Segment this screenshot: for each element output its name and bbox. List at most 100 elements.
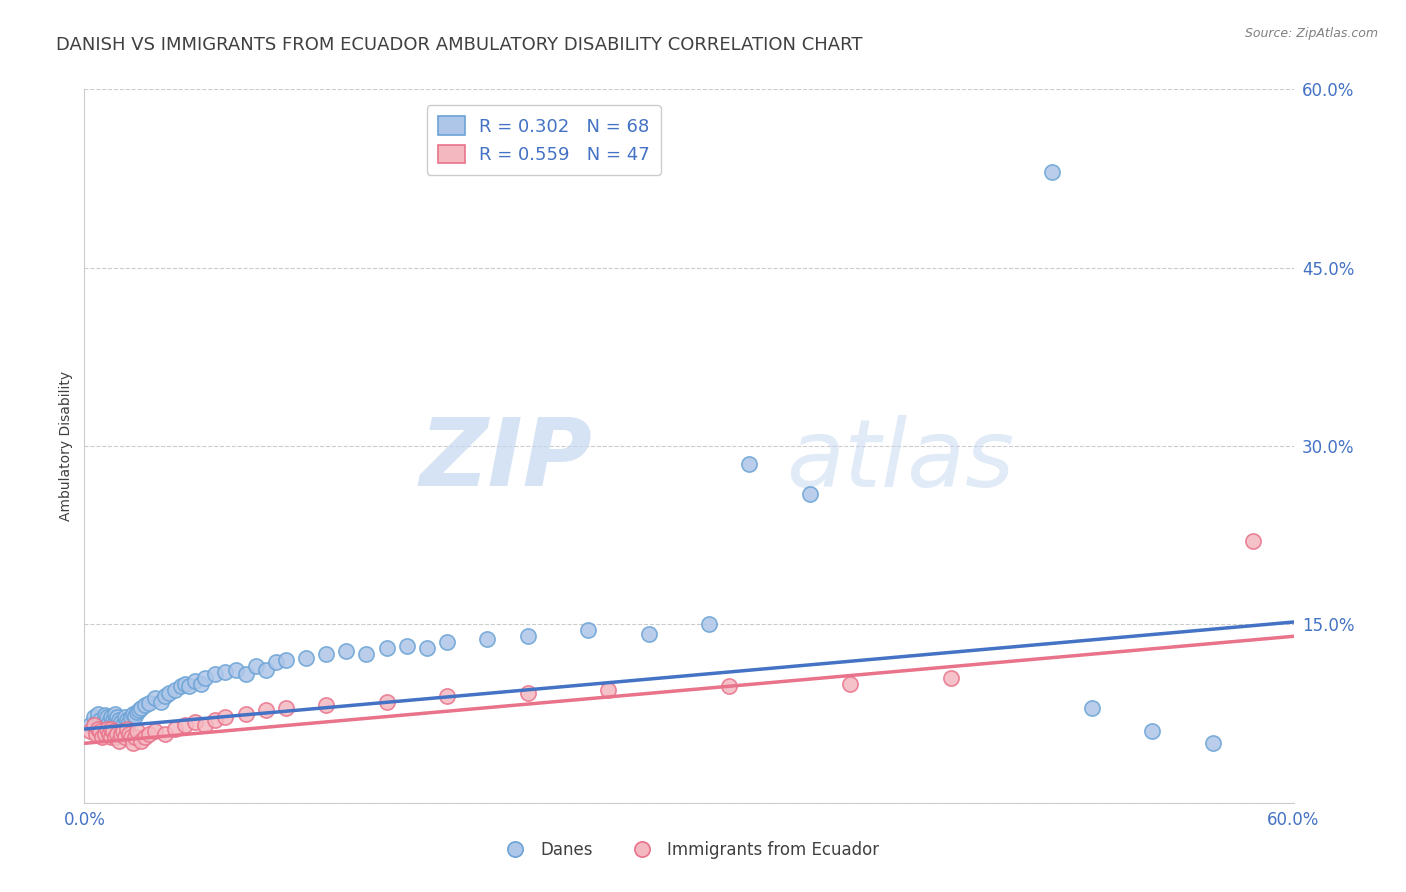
Point xyxy=(335,643,357,657)
Point xyxy=(118,714,141,729)
Point xyxy=(93,714,115,729)
Text: atlas: atlas xyxy=(786,415,1014,506)
Point xyxy=(115,722,138,736)
Point xyxy=(235,706,257,721)
Point xyxy=(138,727,160,741)
Text: ZIP: ZIP xyxy=(419,414,592,507)
Point xyxy=(416,641,439,656)
Point xyxy=(697,617,720,632)
Point xyxy=(436,635,458,649)
Point xyxy=(939,671,962,685)
Point xyxy=(375,695,398,709)
Point xyxy=(738,457,761,471)
Point xyxy=(100,722,122,736)
Point xyxy=(375,641,398,656)
Point xyxy=(214,665,236,679)
Point xyxy=(1142,724,1164,739)
Point xyxy=(174,677,197,691)
Point xyxy=(104,731,127,745)
Point xyxy=(118,727,141,741)
Point xyxy=(204,713,226,727)
Point xyxy=(274,700,297,714)
Point xyxy=(315,647,337,661)
Point xyxy=(87,706,110,721)
Point xyxy=(184,674,207,689)
Point xyxy=(100,710,122,724)
Point xyxy=(274,653,297,667)
Point xyxy=(295,650,318,665)
Point xyxy=(83,718,105,732)
Point xyxy=(120,731,142,745)
Point xyxy=(356,647,378,661)
Point xyxy=(79,724,101,739)
Point xyxy=(315,698,337,713)
Point xyxy=(718,679,741,693)
Text: DANISH VS IMMIGRANTS FROM ECUADOR AMBULATORY DISABILITY CORRELATION CHART: DANISH VS IMMIGRANTS FROM ECUADOR AMBULA… xyxy=(56,36,863,54)
Point xyxy=(86,714,108,729)
Point xyxy=(839,677,862,691)
Point xyxy=(1241,534,1264,549)
Point xyxy=(598,682,620,697)
Point xyxy=(204,667,226,681)
Point xyxy=(97,727,120,741)
Y-axis label: Ambulatory Disability: Ambulatory Disability xyxy=(59,371,73,521)
Point xyxy=(134,698,156,713)
Point xyxy=(235,667,257,681)
Point xyxy=(79,718,101,732)
Point xyxy=(104,706,127,721)
Point xyxy=(516,686,538,700)
Text: Source: ZipAtlas.com: Source: ZipAtlas.com xyxy=(1244,27,1378,40)
Point xyxy=(93,727,115,741)
Point xyxy=(105,710,128,724)
Point xyxy=(129,700,152,714)
Point xyxy=(254,703,277,717)
Point xyxy=(121,706,143,721)
Point xyxy=(143,691,166,706)
Point xyxy=(125,724,148,739)
Point xyxy=(96,722,118,736)
Point xyxy=(1040,165,1063,179)
Point xyxy=(157,686,180,700)
Point xyxy=(128,703,150,717)
Point xyxy=(799,486,821,500)
Point xyxy=(111,718,134,732)
Point xyxy=(124,731,146,745)
Point xyxy=(194,718,217,732)
Point xyxy=(190,677,212,691)
Point xyxy=(129,734,152,748)
Point xyxy=(107,734,129,748)
Point xyxy=(264,656,287,670)
Point xyxy=(120,710,142,724)
Point xyxy=(254,663,277,677)
Point xyxy=(576,624,599,638)
Point xyxy=(1202,736,1225,750)
Point xyxy=(143,724,166,739)
Point xyxy=(1081,700,1104,714)
Point xyxy=(179,679,201,693)
Point xyxy=(138,696,160,710)
Point xyxy=(89,724,111,739)
Point xyxy=(101,713,124,727)
Point xyxy=(194,671,217,685)
Point xyxy=(125,706,148,720)
Point xyxy=(134,731,156,745)
Point xyxy=(114,731,136,745)
Point xyxy=(153,689,176,703)
Point xyxy=(107,713,129,727)
Point xyxy=(165,722,187,736)
Point xyxy=(115,713,138,727)
Point xyxy=(91,718,114,732)
Point xyxy=(110,714,132,729)
Point xyxy=(91,731,114,745)
Point xyxy=(111,724,134,739)
Point xyxy=(516,629,538,643)
Point xyxy=(104,714,127,729)
Point xyxy=(87,722,110,736)
Point xyxy=(86,727,108,741)
Point xyxy=(395,639,418,653)
Point xyxy=(93,707,115,722)
Point xyxy=(124,709,146,723)
Point xyxy=(101,724,124,739)
Point xyxy=(105,727,128,741)
Point xyxy=(174,718,197,732)
